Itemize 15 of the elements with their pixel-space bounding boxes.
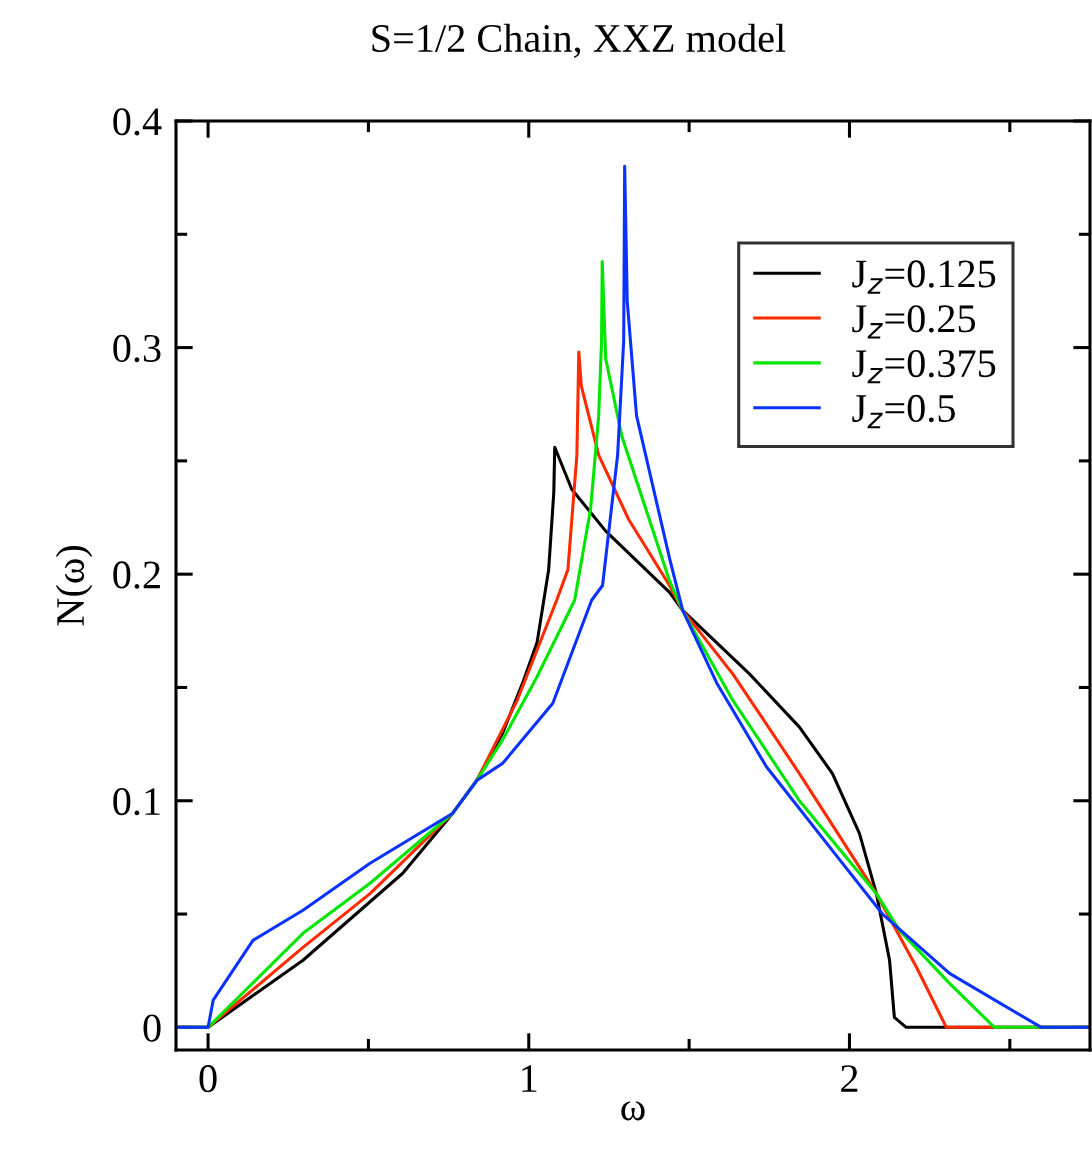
legend-label: J$_{z}$=0.25 — [852, 305, 976, 339]
legend-label: J$_{z}$=0.5 — [852, 394, 955, 429]
x-tick-label: 0 — [199, 1065, 217, 1093]
legend-label: J$_{z}$=0.125 — [852, 260, 996, 294]
legend-label: J$_{z}$=0.375 — [852, 349, 996, 384]
x-tick-label: 1 — [522, 1065, 537, 1092]
y-tick-label: 0 — [143, 1014, 161, 1042]
y-tick-label: 0.2 — [113, 561, 160, 589]
chart-title: S=1/2 Chain, XXZ model — [372, 23, 786, 58]
y-tick-label: 0.1 — [113, 787, 160, 816]
y-tick-label: 0.4 — [113, 108, 162, 136]
x-axis-title: ω — [621, 1101, 645, 1121]
y-axis-title: N(ω) — [55, 546, 93, 626]
y-tick-label: 0.3 — [113, 334, 161, 363]
x-tick-label: 2 — [841, 1065, 858, 1092]
